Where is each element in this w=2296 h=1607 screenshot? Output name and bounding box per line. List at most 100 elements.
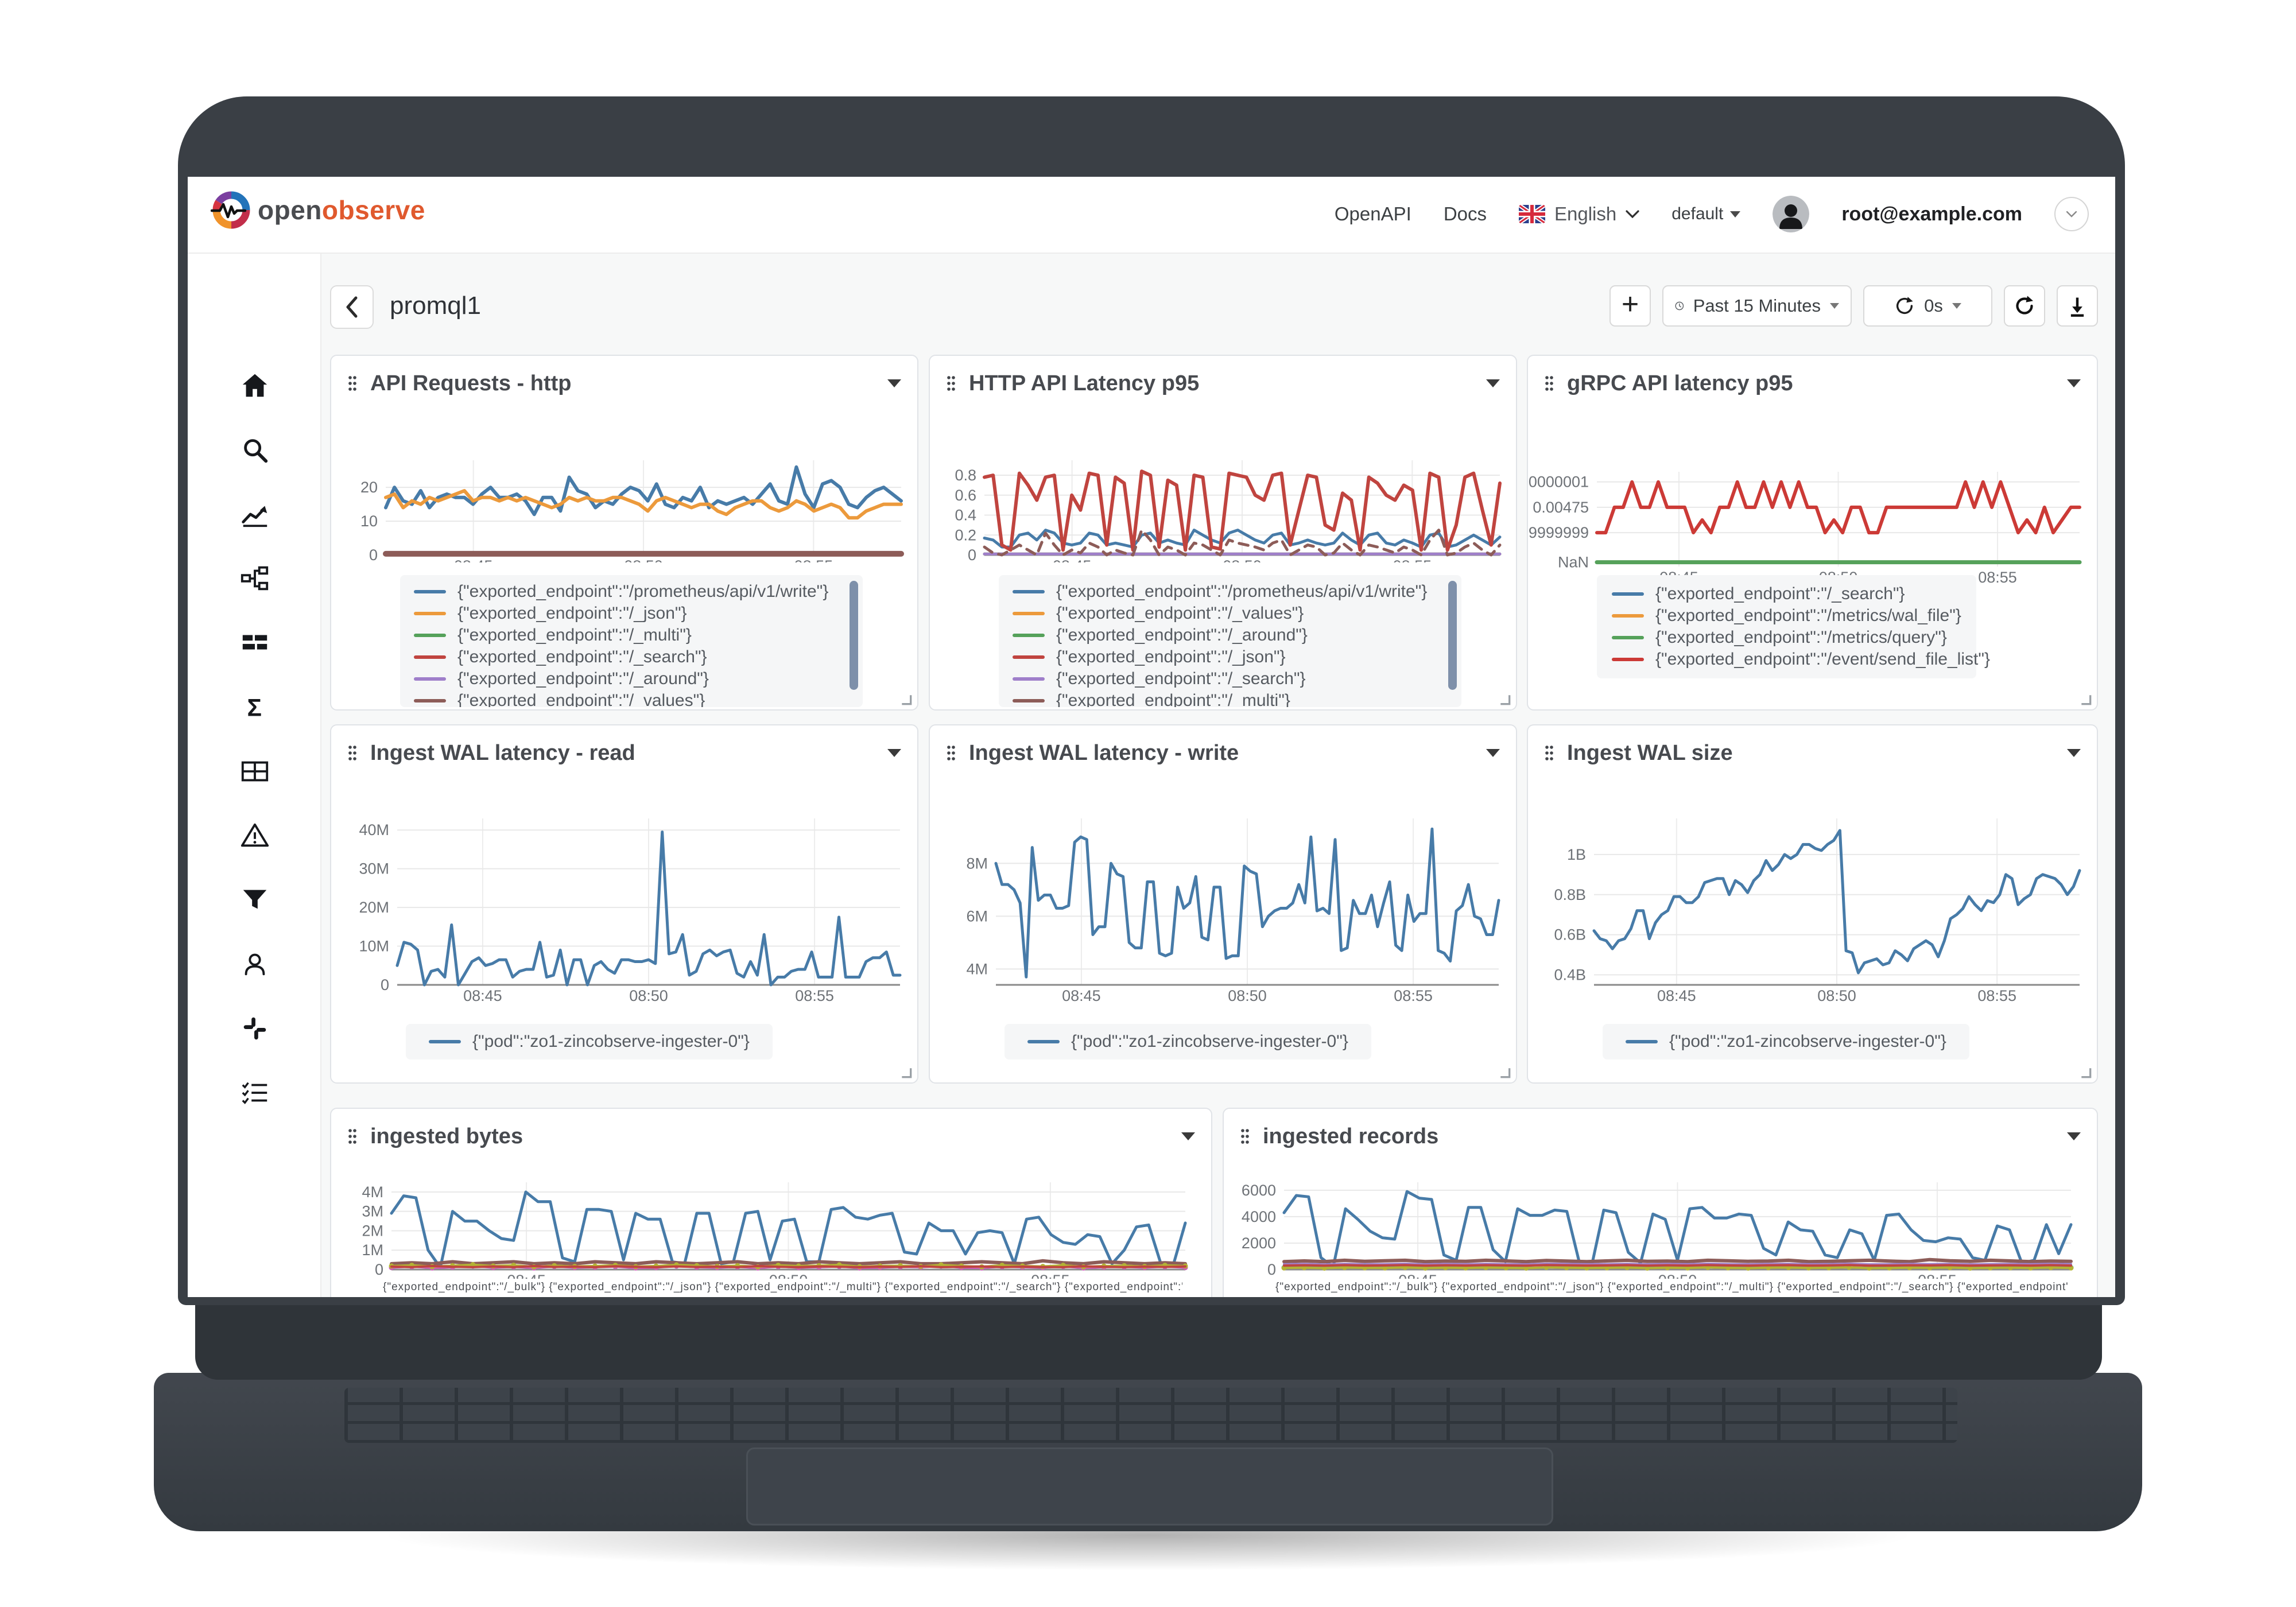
resize-handle-icon[interactable] [1499,693,1511,706]
refresh-icon [2016,296,2033,315]
legend-label: {"exported_endpoint":"/_values"} [457,691,705,707]
caret-down-icon [1952,303,1961,309]
export-button[interactable] [2057,285,2098,327]
legend-item[interactable]: {"exported_endpoint":"/_search"} [1612,583,1961,605]
svg-text:8M: 8M [966,855,988,872]
slack-icon [243,1017,266,1040]
chart-wal-latency-read[interactable]: 08:45 08:50 08:55 0 10M 20M 30M 40M [331,812,917,1024]
legend-item[interactable]: {"pod":"zo1-zincobserve-ingester-0"} [1027,1031,1348,1053]
panel-header: HTTP API Latency p95 [930,356,1516,411]
drag-handle-icon[interactable] [1240,1128,1250,1145]
drag-handle-icon[interactable] [347,744,358,762]
legend-item[interactable]: {"exported_endpoint":"/_values"} [1013,603,1448,624]
chart-wal-size[interactable]: 08:45 08:50 08:55 0.4B 0.6B 0.8B 1B [1528,812,2097,1024]
chart-http-api-latency[interactable]: 08:45 08:50 08:55 0 0.2 0.4 0.6 0.8 [930,453,1516,575]
sidebar-item-search[interactable] [223,424,286,476]
panel-ingest-wal-latency-write: Ingest WAL latency - write 08:45 08:50 08:… [929,724,1517,1084]
chevron-down-icon [2066,211,2077,218]
add-panel-button[interactable]: + [1609,285,1651,327]
legend-scrollbar[interactable] [1448,581,1457,690]
svg-text:3M: 3M [362,1203,383,1220]
org-selector[interactable]: default [1671,204,1741,224]
chart-wal-latency-write[interactable]: 08:45 08:50 08:55 4M 6M 8M [930,812,1516,1024]
chart-ingested-records[interactable]: 08:45 08:50 08:55 0 2000 4000 6000 [1224,1177,2097,1289]
panel-menu-caret-icon[interactable] [2067,749,2081,757]
legend-item[interactable]: {"pod":"zo1-zincobserve-ingester-0"} [1626,1031,1946,1053]
panel-menu-caret-icon[interactable] [2067,379,2081,387]
legend-item[interactable]: {"exported_endpoint":"/metrics/query"} [1612,627,1961,649]
panel-menu-caret-icon[interactable] [887,749,901,757]
resize-handle-icon[interactable] [900,693,913,706]
svg-text:08:55: 08:55 [794,557,833,562]
chart-legend: {"pod":"zo1-zincobserve-ingester-0"} [406,1024,773,1059]
org-label: default [1671,204,1724,223]
svg-text:0.2: 0.2 [955,526,976,544]
time-range-picker[interactable]: Past 15 Minutes [1662,285,1852,327]
drag-handle-icon[interactable] [347,1128,358,1145]
legend-item[interactable]: {"exported_endpoint":"/metrics/wal_file"… [1612,605,1961,627]
legend-item[interactable]: {"exported_endpoint":"/_multi"} [414,624,849,646]
docs-link[interactable]: Docs [1443,203,1487,224]
legend-item[interactable]: {"exported_endpoint":"/prometheus/api/v1… [414,581,849,603]
resize-handle-icon[interactable] [1499,1066,1511,1079]
refresh-interval-picker[interactable]: 0s [1863,285,1992,327]
svg-text:08:45: 08:45 [1053,557,1092,562]
avatar[interactable] [1773,196,1810,232]
legend-label: {"pod":"zo1-zincobserve-ingester-0"} [472,1032,750,1051]
legend-item[interactable]: {"pod":"zo1-zincobserve-ingester-0"} [429,1031,750,1053]
legend-item[interactable]: {"exported_endpoint":"/_json"} [1013,646,1448,668]
chart-legend: {"exported_endpoint":"/prometheus/api/v1… [400,575,863,707]
language-selector[interactable]: English [1519,203,1639,225]
svg-text:4M: 4M [362,1183,383,1201]
drag-handle-icon[interactable] [347,375,358,392]
drag-handle-icon[interactable] [1544,744,1554,762]
checklist-icon [242,1082,267,1104]
header-right-group: OpenAPI Docs English [1335,177,2089,251]
resize-handle-icon[interactable] [2080,1066,2092,1079]
panel-menu-caret-icon[interactable] [1486,379,1500,387]
legend-item[interactable]: {"exported_endpoint":"/_search"} [1013,668,1448,690]
legend-item[interactable]: {"exported_endpoint":"/_json"} [414,603,849,624]
openobserve-logo[interactable]: openobserve [211,189,425,231]
svg-text:0: 0 [1267,1261,1276,1278]
legend-item[interactable]: {"exported_endpoint":"/_around"} [1013,624,1448,646]
panel-menu-caret-icon[interactable] [1486,749,1500,757]
panel-menu-caret-icon[interactable] [887,379,901,387]
resize-handle-icon[interactable] [900,1066,913,1079]
panel-menu-caret-icon[interactable] [1181,1132,1195,1140]
sidebar-item-settings[interactable] [223,1067,286,1119]
legend-item[interactable]: {"exported_endpoint":"/_values"} [414,690,849,707]
sidebar-item-dashboards[interactable] [223,617,286,669]
sidebar-item-alerts[interactable] [223,810,286,861]
legend-item[interactable]: {"exported_endpoint":"/_around"} [414,668,849,690]
sidebar-item-functions[interactable]: Σ [223,681,286,733]
panel-title: gRPC API latency p95 [1567,371,1793,395]
panel-menu-caret-icon[interactable] [2067,1132,2081,1140]
refresh-button[interactable] [2004,285,2045,327]
legend-item[interactable]: {"exported_endpoint":"/_search"} [414,646,849,668]
panel-title: Ingest WAL latency - write [969,740,1239,765]
chart-ingested-bytes[interactable]: 08:45 08:50 08:55 0 1M 2M 3M 4M [331,1177,1211,1289]
sidebar-item-metrics[interactable] [223,488,286,540]
drag-handle-icon[interactable] [1544,375,1554,392]
drag-handle-icon[interactable] [946,375,956,392]
sidebar-item-filters[interactable] [223,874,286,926]
legend-item[interactable]: {"exported_endpoint":"/event/send_file_l… [1612,649,1990,670]
legend-label: {"exported_endpoint":"/prometheus/api/v1… [457,582,829,601]
sidebar-item-home[interactable] [223,360,286,412]
chart-api-requests-http[interactable]: 08:45 08:50 08:55 0 10 20 [331,453,917,575]
sidebar-item-streams[interactable] [223,746,286,797]
legend-scrollbar[interactable] [850,581,858,690]
legend-item[interactable]: {"exported_endpoint":"/_multi"} [1013,690,1448,707]
resize-handle-icon[interactable] [2080,693,2092,706]
sidebar-item-slack[interactable] [223,1003,286,1054]
sidebar-item-traces[interactable] [223,553,286,604]
legend-item[interactable]: {"exported_endpoint":"/prometheus/api/v1… [1013,581,1448,603]
plus-icon: + [1621,288,1639,321]
account-menu-button[interactable] [2054,197,2089,231]
panel-header: gRPC API latency p95 [1528,356,2097,411]
back-button[interactable] [330,285,374,329]
drag-handle-icon[interactable] [946,744,956,762]
openapi-link[interactable]: OpenAPI [1334,203,1411,224]
sidebar-item-users[interactable] [223,938,286,990]
